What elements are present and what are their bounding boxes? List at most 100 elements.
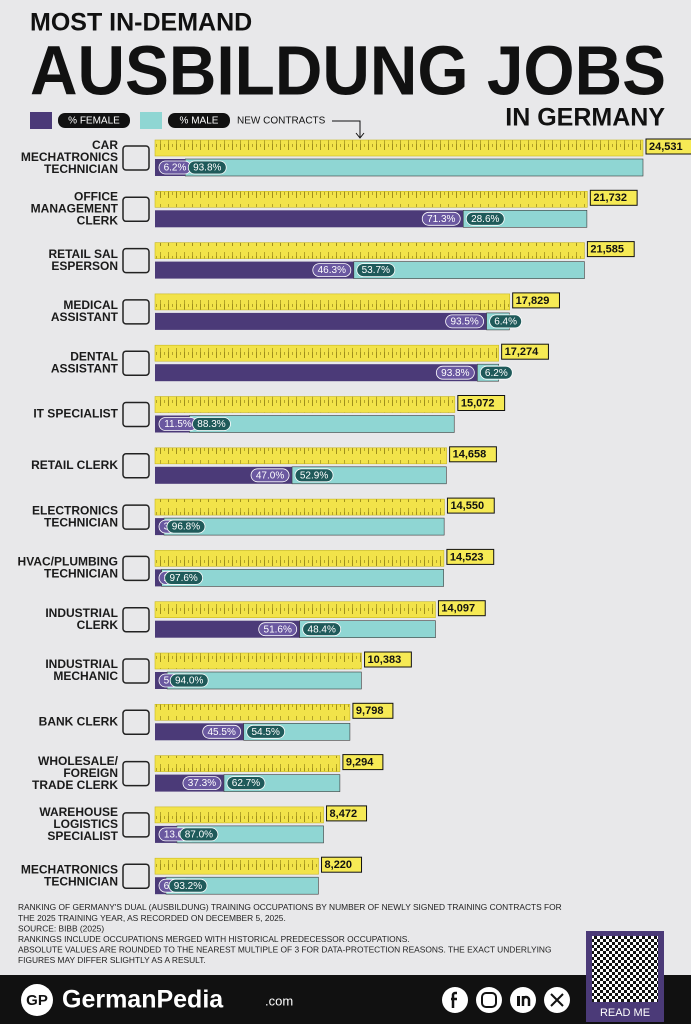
- category-icon: [122, 606, 150, 633]
- value-label: 8,220: [325, 859, 353, 871]
- value-label-box: [342, 754, 384, 771]
- category-label: CLERK: [77, 618, 119, 632]
- percent-pill: [258, 622, 298, 637]
- value-label: 14,097: [441, 603, 475, 615]
- subtitle: IN GERMANY: [505, 104, 665, 132]
- contracts-bar: [154, 601, 436, 619]
- category-icon: [122, 453, 150, 479]
- category-icon: [122, 658, 150, 684]
- percent-label: 48.4%: [308, 624, 336, 635]
- note: RANKING OF GERMANY'S DUAL (AUSBILDUNG) T…: [18, 902, 562, 912]
- badge-text: GP: [26, 992, 48, 1009]
- percent-label: 97.6%: [169, 573, 197, 584]
- category-icon: [122, 760, 150, 787]
- category-label: TECHNICIAN: [44, 162, 118, 176]
- category-label: RETAIL CLERK: [31, 458, 118, 472]
- male-bar: [184, 158, 644, 177]
- male-bar: [353, 261, 585, 279]
- percent-label: 93.8%: [441, 368, 469, 379]
- contracts-bar: [154, 550, 445, 567]
- percent-pill: [294, 468, 334, 483]
- contracts-bar: [154, 293, 510, 311]
- category-label: DENTAL: [70, 349, 118, 363]
- percent-label: 28.6%: [471, 214, 499, 225]
- percent-pill: [202, 724, 242, 739]
- category-label: ELECTRONICS: [32, 503, 118, 517]
- legend-label: % FEMALE: [68, 116, 120, 127]
- title-top: MOST IN-DEMAND: [30, 9, 252, 37]
- percent-pill: [489, 314, 523, 329]
- category-label: TECHNICIAN: [44, 515, 118, 529]
- qr-code[interactable]: [592, 936, 658, 1002]
- note: RANKINGS INCLUDE OCCUPATIONS MERGED WITH…: [18, 934, 410, 944]
- female-bar: [155, 261, 354, 279]
- category-label: SPECIALIST: [47, 829, 118, 843]
- percent-pill: [312, 263, 352, 278]
- value-label: 24,531: [649, 141, 683, 153]
- category-icon: [122, 812, 150, 838]
- contracts-bar: [154, 806, 324, 824]
- category-label: TECHNICIAN: [44, 567, 118, 581]
- value-label-box: [589, 189, 638, 206]
- percent-label: 13.0%: [164, 830, 192, 841]
- brand: GermanPedia: [62, 986, 224, 1014]
- value-label-box: [501, 343, 549, 360]
- value-label: 14,658: [453, 449, 487, 461]
- x-glyph: [550, 993, 564, 1007]
- read-me[interactable]: READ ME: [600, 1007, 650, 1019]
- category-label: ESPERSON: [51, 259, 118, 273]
- legend-label: NEW CONTRACTS: [237, 116, 326, 127]
- percent-label: 6.4%: [494, 317, 517, 328]
- value-label-box: [446, 497, 495, 514]
- percent-label: 88.3%: [197, 419, 225, 430]
- category-label: LOGISTICS: [53, 817, 118, 831]
- brand-suffix: .com: [265, 993, 293, 1008]
- percent-label: 37.3%: [188, 778, 216, 789]
- category-label: WAREHOUSE: [39, 805, 118, 819]
- contracts-bar: [154, 396, 456, 413]
- category-label: CAR: [92, 138, 118, 152]
- value-label: 21,732: [593, 192, 627, 204]
- category-icon: [122, 401, 150, 428]
- category-icon: [122, 504, 150, 530]
- category-label: ASSISTANT: [51, 310, 119, 324]
- category-label: MECHATRONICS: [21, 862, 118, 876]
- category-icon: [122, 555, 150, 582]
- value-label-box: [321, 856, 363, 873]
- male-bar: [161, 569, 444, 587]
- percent-pill: [169, 673, 209, 688]
- female-bar: [155, 364, 478, 382]
- category-label: IT SPECIALIST: [33, 407, 118, 421]
- facebook-glyph: [451, 991, 457, 1008]
- percent-pill: [187, 160, 227, 175]
- category-label: HVAC/PLUMBING: [18, 555, 118, 569]
- percent-label: 54.5%: [252, 727, 280, 738]
- value-label-box: [446, 548, 495, 565]
- category-label: INDUSTRIAL: [45, 606, 118, 620]
- note: ABSOLUTE VALUES ARE ROUNDED TO THE NEARE…: [18, 945, 551, 955]
- legend: % FEMALE % MALE NEW CONTRACTS: [30, 112, 365, 139]
- percent-label: 45.5%: [208, 727, 236, 738]
- percent-pill: [192, 417, 231, 431]
- value-label: 14,550: [450, 500, 484, 512]
- contracts-bar: [154, 447, 447, 465]
- percent-pill: [479, 365, 513, 380]
- category-icon: [122, 350, 150, 376]
- contracts-bar: [154, 498, 445, 516]
- legend-arrow: [332, 120, 365, 139]
- value-label: 21,585: [590, 244, 624, 256]
- value-label-box: [326, 805, 368, 822]
- instagram-icon[interactable]: [476, 987, 502, 1013]
- value-label-box: [512, 292, 560, 309]
- percent-pill: [168, 878, 208, 893]
- percent-label: 96.8%: [172, 522, 200, 533]
- contracts-bar: [154, 242, 585, 259]
- value-label-box: [364, 651, 412, 668]
- contracts-bar: [154, 703, 351, 721]
- category-label: FOREIGN: [63, 766, 118, 780]
- contracts-bar: [154, 344, 499, 362]
- linkedin-glyph: [517, 996, 520, 1006]
- notes: RANKING OF GERMANY'S DUAL (AUSBILDUNG) T…: [18, 902, 562, 965]
- value-label: 10,383: [368, 654, 402, 666]
